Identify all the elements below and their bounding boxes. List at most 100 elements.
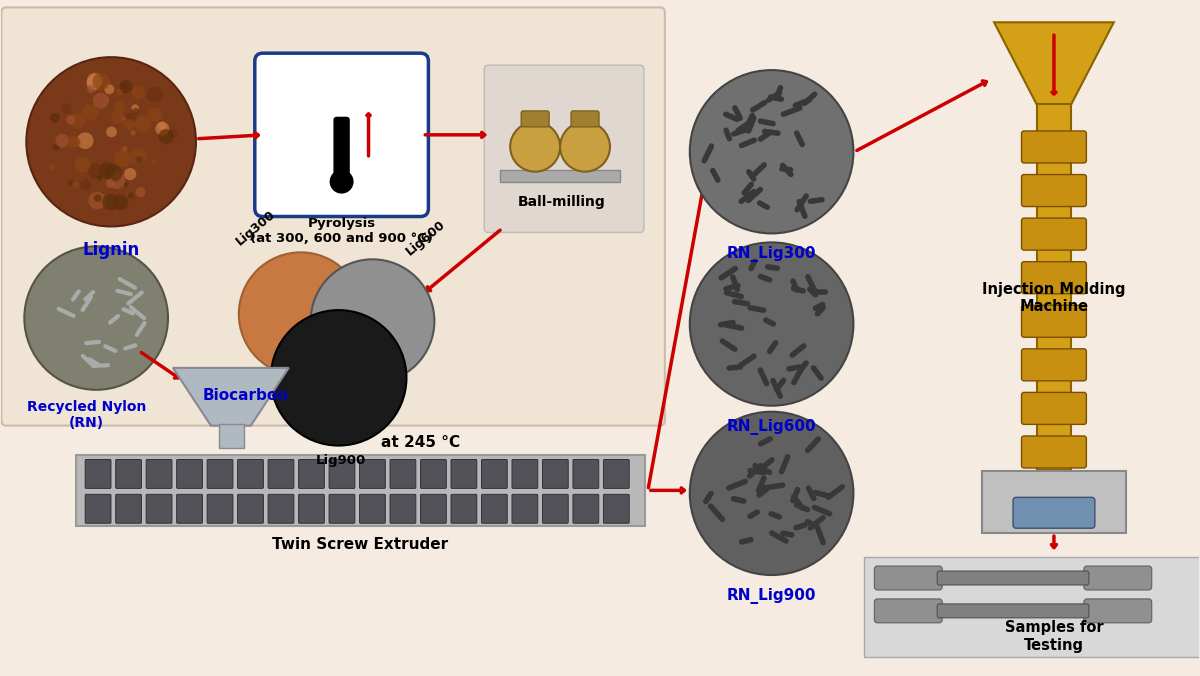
FancyBboxPatch shape bbox=[146, 460, 172, 488]
Circle shape bbox=[89, 192, 106, 210]
FancyBboxPatch shape bbox=[334, 118, 349, 184]
FancyBboxPatch shape bbox=[299, 494, 324, 523]
FancyBboxPatch shape bbox=[254, 53, 428, 216]
Text: Lig300: Lig300 bbox=[234, 208, 278, 248]
Bar bbox=[77, 454, 644, 526]
FancyBboxPatch shape bbox=[208, 494, 233, 523]
Circle shape bbox=[128, 193, 134, 199]
Text: Biocarbon: Biocarbon bbox=[203, 388, 289, 403]
Text: at 245 °C: at 245 °C bbox=[380, 435, 460, 450]
Circle shape bbox=[79, 178, 91, 191]
FancyBboxPatch shape bbox=[85, 460, 110, 488]
Circle shape bbox=[70, 114, 85, 129]
Circle shape bbox=[690, 412, 853, 575]
Circle shape bbox=[122, 146, 127, 151]
Circle shape bbox=[53, 144, 60, 151]
Text: Ball-milling: Ball-milling bbox=[518, 195, 606, 208]
Circle shape bbox=[90, 74, 100, 84]
FancyBboxPatch shape bbox=[1084, 566, 1152, 590]
FancyBboxPatch shape bbox=[451, 460, 476, 488]
FancyBboxPatch shape bbox=[481, 494, 508, 523]
Circle shape bbox=[106, 126, 116, 137]
FancyBboxPatch shape bbox=[146, 494, 172, 523]
FancyBboxPatch shape bbox=[420, 460, 446, 488]
FancyBboxPatch shape bbox=[329, 460, 355, 488]
Text: Lignin: Lignin bbox=[83, 241, 139, 260]
Circle shape bbox=[72, 181, 79, 189]
Polygon shape bbox=[173, 368, 289, 426]
FancyBboxPatch shape bbox=[390, 494, 416, 523]
FancyBboxPatch shape bbox=[176, 494, 203, 523]
Circle shape bbox=[113, 195, 128, 210]
Circle shape bbox=[330, 170, 354, 193]
Circle shape bbox=[104, 84, 114, 94]
Circle shape bbox=[26, 57, 196, 226]
FancyBboxPatch shape bbox=[542, 460, 569, 488]
Circle shape bbox=[72, 138, 80, 146]
Circle shape bbox=[690, 70, 853, 233]
FancyBboxPatch shape bbox=[1, 7, 665, 426]
Circle shape bbox=[88, 164, 103, 179]
Circle shape bbox=[690, 243, 853, 406]
Circle shape bbox=[104, 164, 122, 182]
Circle shape bbox=[112, 110, 125, 124]
FancyBboxPatch shape bbox=[485, 65, 644, 233]
Bar bbox=[500, 170, 620, 182]
FancyBboxPatch shape bbox=[390, 460, 416, 488]
Circle shape bbox=[146, 86, 163, 103]
Circle shape bbox=[168, 129, 178, 139]
Circle shape bbox=[116, 89, 122, 95]
FancyBboxPatch shape bbox=[329, 494, 355, 523]
Circle shape bbox=[97, 175, 102, 180]
FancyBboxPatch shape bbox=[360, 494, 385, 523]
Circle shape bbox=[271, 310, 407, 445]
Bar bbox=[1037, 104, 1070, 470]
Circle shape bbox=[124, 119, 136, 130]
FancyBboxPatch shape bbox=[1021, 131, 1086, 163]
Circle shape bbox=[311, 260, 434, 383]
Circle shape bbox=[88, 85, 95, 93]
Text: Samples for
Testing: Samples for Testing bbox=[1004, 621, 1103, 653]
FancyBboxPatch shape bbox=[481, 460, 508, 488]
Circle shape bbox=[94, 195, 102, 202]
FancyBboxPatch shape bbox=[542, 494, 569, 523]
FancyBboxPatch shape bbox=[208, 460, 233, 488]
FancyBboxPatch shape bbox=[451, 494, 476, 523]
FancyBboxPatch shape bbox=[1021, 306, 1086, 337]
Text: Pyrolysis
(at 300, 600 and 900 °C): Pyrolysis (at 300, 600 and 900 °C) bbox=[250, 216, 433, 245]
Circle shape bbox=[136, 156, 144, 164]
Circle shape bbox=[155, 122, 169, 136]
Text: Injection Molding
Machine: Injection Molding Machine bbox=[982, 282, 1126, 314]
FancyBboxPatch shape bbox=[115, 494, 142, 523]
Circle shape bbox=[77, 165, 83, 171]
FancyBboxPatch shape bbox=[875, 566, 942, 590]
Circle shape bbox=[136, 116, 151, 132]
FancyBboxPatch shape bbox=[268, 460, 294, 488]
Circle shape bbox=[66, 115, 74, 124]
Circle shape bbox=[102, 194, 119, 210]
FancyBboxPatch shape bbox=[360, 460, 385, 488]
Text: Lig600: Lig600 bbox=[403, 218, 448, 258]
FancyBboxPatch shape bbox=[572, 460, 599, 488]
Circle shape bbox=[124, 182, 128, 187]
FancyBboxPatch shape bbox=[937, 571, 1088, 585]
Circle shape bbox=[92, 73, 110, 90]
FancyBboxPatch shape bbox=[875, 599, 942, 623]
Text: RN_Lig600: RN_Lig600 bbox=[727, 418, 816, 435]
Circle shape bbox=[124, 168, 137, 180]
Circle shape bbox=[239, 252, 362, 376]
FancyBboxPatch shape bbox=[1021, 436, 1086, 468]
Circle shape bbox=[106, 179, 115, 188]
Circle shape bbox=[24, 246, 168, 390]
Circle shape bbox=[67, 180, 74, 187]
FancyBboxPatch shape bbox=[299, 460, 324, 488]
Circle shape bbox=[61, 104, 72, 114]
FancyBboxPatch shape bbox=[521, 111, 550, 127]
Circle shape bbox=[92, 93, 109, 109]
FancyBboxPatch shape bbox=[604, 494, 629, 523]
FancyBboxPatch shape bbox=[85, 494, 110, 523]
Circle shape bbox=[151, 159, 157, 164]
Circle shape bbox=[124, 113, 136, 124]
FancyBboxPatch shape bbox=[1084, 599, 1152, 623]
FancyBboxPatch shape bbox=[115, 460, 142, 488]
